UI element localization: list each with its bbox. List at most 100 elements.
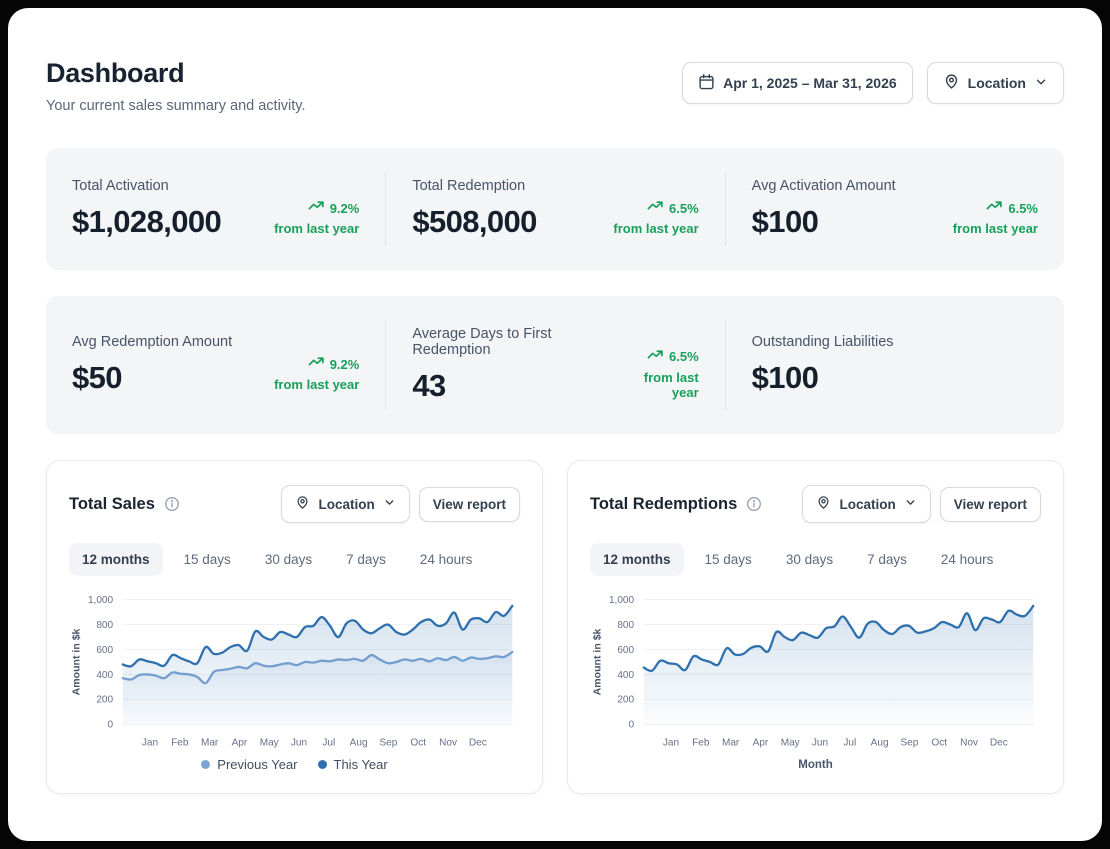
period-tabs: 12 months 15 days 30 days 7 days 24 hour…	[590, 543, 1041, 576]
trend-caption: from last year	[643, 369, 699, 400]
svg-text:Mar: Mar	[201, 737, 219, 748]
stat-avg-days-to-first-redemption: Average Days to First Redemption 43 6.5%…	[385, 320, 724, 410]
stat-value: $50	[72, 360, 123, 395]
info-icon[interactable]	[164, 496, 180, 512]
svg-text:Sep: Sep	[379, 737, 397, 748]
svg-text:400: 400	[617, 670, 634, 681]
total-sales-line-chart: 0 200 400 600 800 1,000 Jan Feb Mar Apr May Jun Jul A…	[71, 595, 514, 748]
trend-badge: 6.5% from last year	[953, 200, 1038, 237]
view-report-button[interactable]: View report	[939, 486, 1041, 522]
svg-text:Feb: Feb	[692, 737, 710, 748]
trend-pct: 9.2%	[329, 200, 360, 216]
trend-pct: 6.5%	[1008, 200, 1038, 216]
trend-caption: from last year	[274, 377, 360, 392]
stat-label: Average Days to First Redemption	[412, 326, 552, 358]
calendar-icon	[698, 73, 715, 93]
stat-value: $100	[751, 204, 819, 239]
legend-label: Previous Year	[217, 757, 298, 773]
x-axis-title: Month	[798, 759, 833, 772]
svg-text:May: May	[260, 737, 280, 748]
svg-text:Sep: Sep	[900, 737, 918, 748]
tab-24-hours[interactable]: 24 hours	[928, 543, 1007, 576]
trend-pct: 9.2%	[329, 356, 360, 372]
svg-text:Amount in $k: Amount in $k	[71, 628, 83, 695]
stat-label: Avg Redemption Amount	[72, 334, 233, 350]
tab-7-days[interactable]: 7 days	[854, 543, 920, 576]
chart-title: Total Redemptions	[590, 494, 738, 513]
svg-text:Jul: Jul	[843, 737, 856, 748]
stat-value: 43	[412, 368, 446, 403]
tab-30-days[interactable]: 30 days	[773, 543, 846, 576]
chevron-down-icon	[904, 496, 917, 512]
page-subtitle: Your current sales summary and activity.	[46, 98, 306, 114]
svg-text:1,000: 1,000	[609, 595, 635, 606]
chevron-down-icon	[1034, 75, 1048, 92]
page-heading-group: Dashboard Your current sales summary and…	[46, 58, 306, 114]
svg-text:800: 800	[96, 620, 113, 631]
trend-pct: 6.5%	[669, 200, 699, 216]
tab-15-days[interactable]: 15 days	[171, 543, 244, 576]
stats-row-1: Total Activation $1,028,000 9.2% from la…	[46, 148, 1064, 270]
stat-label: Outstanding Liabilities	[751, 334, 894, 350]
svg-text:Apr: Apr	[232, 737, 248, 748]
stat-label: Avg Activation Amount	[751, 178, 896, 194]
legend-item-this-year: This Year	[317, 757, 388, 773]
svg-text:Jul: Jul	[322, 737, 335, 748]
legend-dot	[317, 760, 327, 770]
svg-text:Mar: Mar	[722, 737, 740, 748]
svg-text:May: May	[781, 737, 801, 748]
stat-value: $100	[751, 360, 819, 395]
trend-badge: 6.5% from last year	[613, 200, 699, 237]
charts-row: Total Sales Location View report	[46, 460, 1064, 795]
location-label: Location	[967, 75, 1026, 91]
location-pin-icon	[816, 495, 831, 513]
svg-text:200: 200	[617, 695, 634, 706]
tab-12-months[interactable]: 12 months	[69, 543, 163, 576]
trend-badge: 9.2% from last year	[274, 356, 360, 393]
stat-value: $1,028,000	[72, 204, 222, 239]
svg-text:Jun: Jun	[291, 737, 307, 748]
svg-text:600: 600	[617, 645, 634, 656]
tab-7-days[interactable]: 7 days	[333, 543, 399, 576]
tab-12-months[interactable]: 12 months	[590, 543, 684, 576]
svg-text:Feb: Feb	[171, 737, 189, 748]
view-report-label: View report	[432, 496, 506, 512]
tab-24-hours[interactable]: 24 hours	[407, 543, 486, 576]
svg-text:Apr: Apr	[753, 737, 769, 748]
chart-location-dropdown-button[interactable]: Location	[281, 485, 410, 523]
chevron-down-icon	[383, 496, 396, 512]
svg-text:Oct: Oct	[931, 737, 947, 748]
header-actions: Apr 1, 2025 – Mar 31, 2026 Location	[682, 62, 1064, 104]
tab-30-days[interactable]: 30 days	[252, 543, 325, 576]
legend-label: This Year	[333, 757, 388, 773]
svg-text:800: 800	[617, 620, 634, 631]
svg-text:400: 400	[96, 670, 113, 681]
svg-text:0: 0	[108, 720, 114, 731]
location-dropdown-button[interactable]: Location	[926, 62, 1064, 104]
svg-text:Dec: Dec	[469, 737, 487, 748]
info-icon[interactable]	[746, 496, 762, 512]
svg-text:600: 600	[96, 645, 113, 656]
stat-avg-activation-amount: Avg Activation Amount $100 6.5% from las…	[724, 172, 1064, 246]
svg-text:Jan: Jan	[663, 737, 679, 748]
total-redemptions-line-chart: 0 200 400 600 800 1,000 Jan Feb Mar Apr May Jun Jul A…	[592, 595, 1035, 748]
trend-up-icon	[986, 200, 1003, 216]
svg-text:Oct: Oct	[410, 737, 426, 748]
trend-caption: from last year	[613, 221, 699, 236]
chart-location-dropdown-button[interactable]: Location	[802, 485, 931, 523]
trend-badge: 9.2% from last year	[274, 200, 360, 237]
trend-up-icon	[308, 200, 325, 216]
svg-text:0: 0	[629, 720, 635, 731]
svg-text:Aug: Aug	[871, 737, 889, 748]
svg-text:200: 200	[96, 695, 113, 706]
page-header: Dashboard Your current sales summary and…	[46, 58, 1064, 114]
svg-text:Dec: Dec	[990, 737, 1008, 748]
svg-text:Aug: Aug	[350, 737, 368, 748]
stat-value: $508,000	[412, 204, 537, 239]
tab-15-days[interactable]: 15 days	[692, 543, 765, 576]
trend-up-icon	[647, 349, 664, 365]
total-sales-card: Total Sales Location View report	[46, 460, 543, 795]
date-range-button[interactable]: Apr 1, 2025 – Mar 31, 2026	[682, 62, 913, 104]
view-report-button[interactable]: View report	[418, 486, 520, 522]
